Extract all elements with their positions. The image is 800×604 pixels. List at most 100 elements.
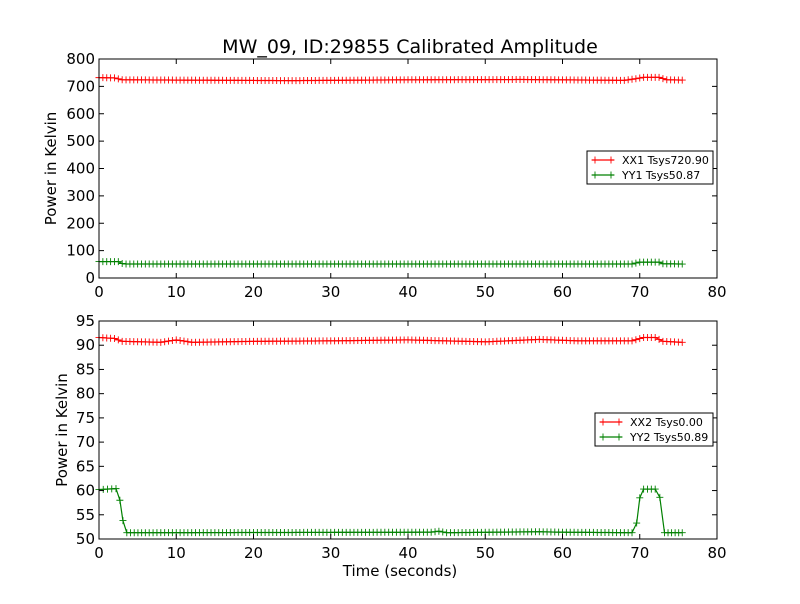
x-tick-label: 40 <box>398 544 417 562</box>
data-point <box>632 259 640 267</box>
y-tick-label: 800 <box>66 50 95 68</box>
legend: XX1 Tsys720.90 YY1 Tsys50.87 <box>586 150 714 185</box>
data-point <box>656 493 664 501</box>
x-tick-label: 70 <box>630 283 649 301</box>
x-tick-label: 30 <box>321 283 340 301</box>
x-tick-label: 70 <box>630 544 649 562</box>
data-point <box>632 75 640 83</box>
y-tick-label: 700 <box>66 77 95 95</box>
x-tick-label: 0 <box>94 544 104 562</box>
legend-marker <box>607 171 615 179</box>
data-point <box>176 336 184 344</box>
y-tick-label: 55 <box>76 506 95 524</box>
x-tick-label: 60 <box>553 544 572 562</box>
y-tick-label: 600 <box>66 105 95 123</box>
y-tick-label: 60 <box>76 482 95 500</box>
y-tick-label: 200 <box>66 214 95 232</box>
data-point <box>651 333 659 341</box>
data-point <box>678 338 686 346</box>
data-point <box>116 496 124 504</box>
y-tick-label: 300 <box>66 187 95 205</box>
legend-box <box>594 412 714 447</box>
data-point <box>628 529 636 537</box>
data-point <box>112 485 120 493</box>
bottom-panel: 0 10 20 30 40 50 60 70 80 50 55 60 65 70 75 80 85 90 95 Pow… <box>53 312 727 580</box>
legend-marker <box>599 433 607 441</box>
x-tick-label: 60 <box>553 283 572 301</box>
data-point <box>118 259 126 267</box>
x-tick-label: 30 <box>321 544 340 562</box>
x-tick-label: 50 <box>476 283 495 301</box>
data-point <box>165 337 173 345</box>
x-tick-label: 20 <box>244 283 263 301</box>
y-tick-label: 80 <box>76 385 95 403</box>
data-point <box>110 334 118 342</box>
data-point <box>636 74 644 82</box>
x-tick-label: 20 <box>244 544 263 562</box>
data-point <box>636 494 644 502</box>
legend-marker <box>599 418 607 426</box>
legend-box <box>586 150 714 185</box>
data-point <box>655 335 663 343</box>
series-1 <box>95 333 686 346</box>
data-point <box>636 335 644 343</box>
data-point <box>431 528 439 536</box>
y-axis-label: Power in Kelvin <box>53 373 71 487</box>
legend-label: XX1 Tsys720.90 <box>622 154 709 167</box>
series-2 <box>95 258 686 268</box>
legend-marker <box>607 156 615 164</box>
data-point <box>659 75 667 83</box>
data-point <box>184 338 192 346</box>
data-point <box>439 528 447 536</box>
x-tick-label: 10 <box>167 544 186 562</box>
data-point <box>180 337 188 345</box>
data-point <box>161 338 169 346</box>
x-tick-label: 50 <box>476 544 495 562</box>
data-point <box>633 519 641 527</box>
legend-marker <box>591 156 599 164</box>
x-tick-label: 40 <box>398 283 417 301</box>
data-point <box>678 76 686 84</box>
x-tick-label: 0 <box>94 283 104 301</box>
data-point <box>168 336 176 344</box>
y-tick-label: 75 <box>76 409 95 427</box>
x-tick-label: 10 <box>167 283 186 301</box>
y-tick-label: 95 <box>76 312 95 330</box>
data-point <box>655 73 663 81</box>
y-tick-label: 500 <box>66 132 95 150</box>
x-tick-label: 80 <box>707 544 726 562</box>
top-panel: 0 10 20 30 40 50 60 70 8001002003004005006007008… <box>42 50 727 301</box>
data-point <box>157 338 165 346</box>
legend-marker <box>591 171 599 179</box>
series-1 <box>95 73 686 85</box>
data-point <box>620 76 628 84</box>
legend: XX2 Tsys0.00 YY2 Tsys50.89 <box>594 412 714 447</box>
data-point <box>628 337 636 345</box>
data-point <box>651 485 659 493</box>
data-point <box>678 260 686 268</box>
y-tick-label: 85 <box>76 360 95 378</box>
data-point <box>628 75 636 83</box>
x-axis-label: Time (seconds) <box>342 562 458 580</box>
data-point <box>624 76 632 84</box>
legend-marker <box>615 433 623 441</box>
legend-label: YY2 Tsys50.89 <box>629 431 708 444</box>
data-point <box>172 336 180 344</box>
y-tick-label: 0 <box>85 269 95 287</box>
data-point <box>435 527 443 535</box>
y-tick-label: 65 <box>76 457 95 475</box>
data-point <box>114 75 122 83</box>
data-point <box>655 258 663 266</box>
data-point <box>119 517 127 525</box>
y-tick-label: 70 <box>76 433 95 451</box>
chart-title: MW_09, ID:29855 Calibrated Amplitude <box>222 36 598 58</box>
y-axis-label: Power in Kelvin <box>42 112 60 226</box>
data-point <box>114 336 122 344</box>
data-point <box>427 528 435 536</box>
y-tick-label: 50 <box>76 530 95 548</box>
y-tick-label: 90 <box>76 336 95 354</box>
y-tick-label: 100 <box>66 242 95 260</box>
data-point <box>114 258 122 266</box>
